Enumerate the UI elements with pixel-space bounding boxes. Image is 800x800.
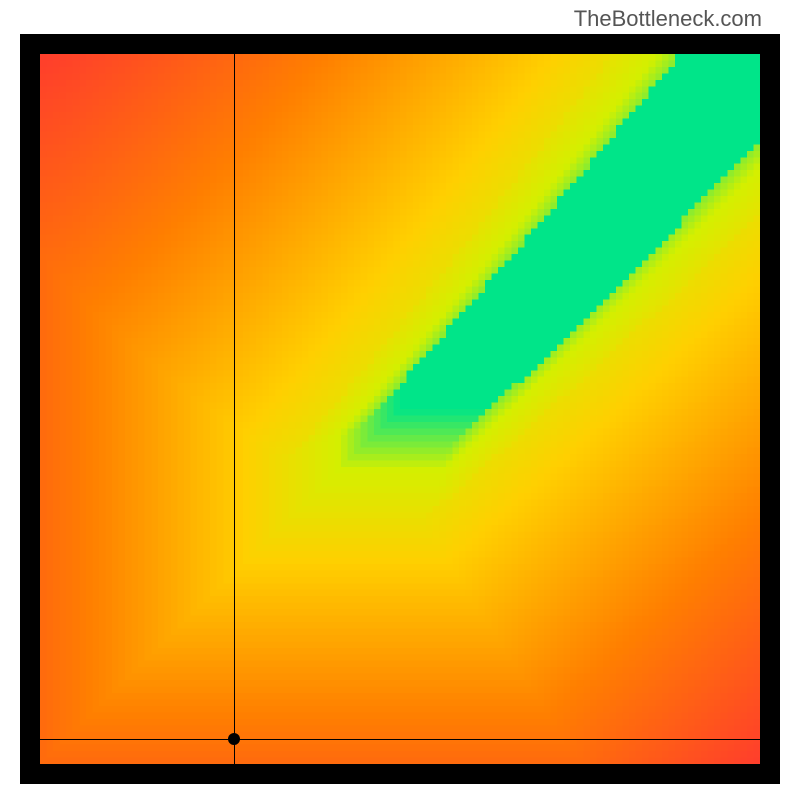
heatmap-canvas [40, 54, 760, 764]
chart-container: TheBottleneck.com [0, 0, 800, 800]
crosshair-vertical [234, 54, 235, 764]
watermark-text: TheBottleneck.com [574, 6, 762, 32]
crosshair-horizontal [40, 739, 760, 740]
plot-area [40, 54, 760, 764]
